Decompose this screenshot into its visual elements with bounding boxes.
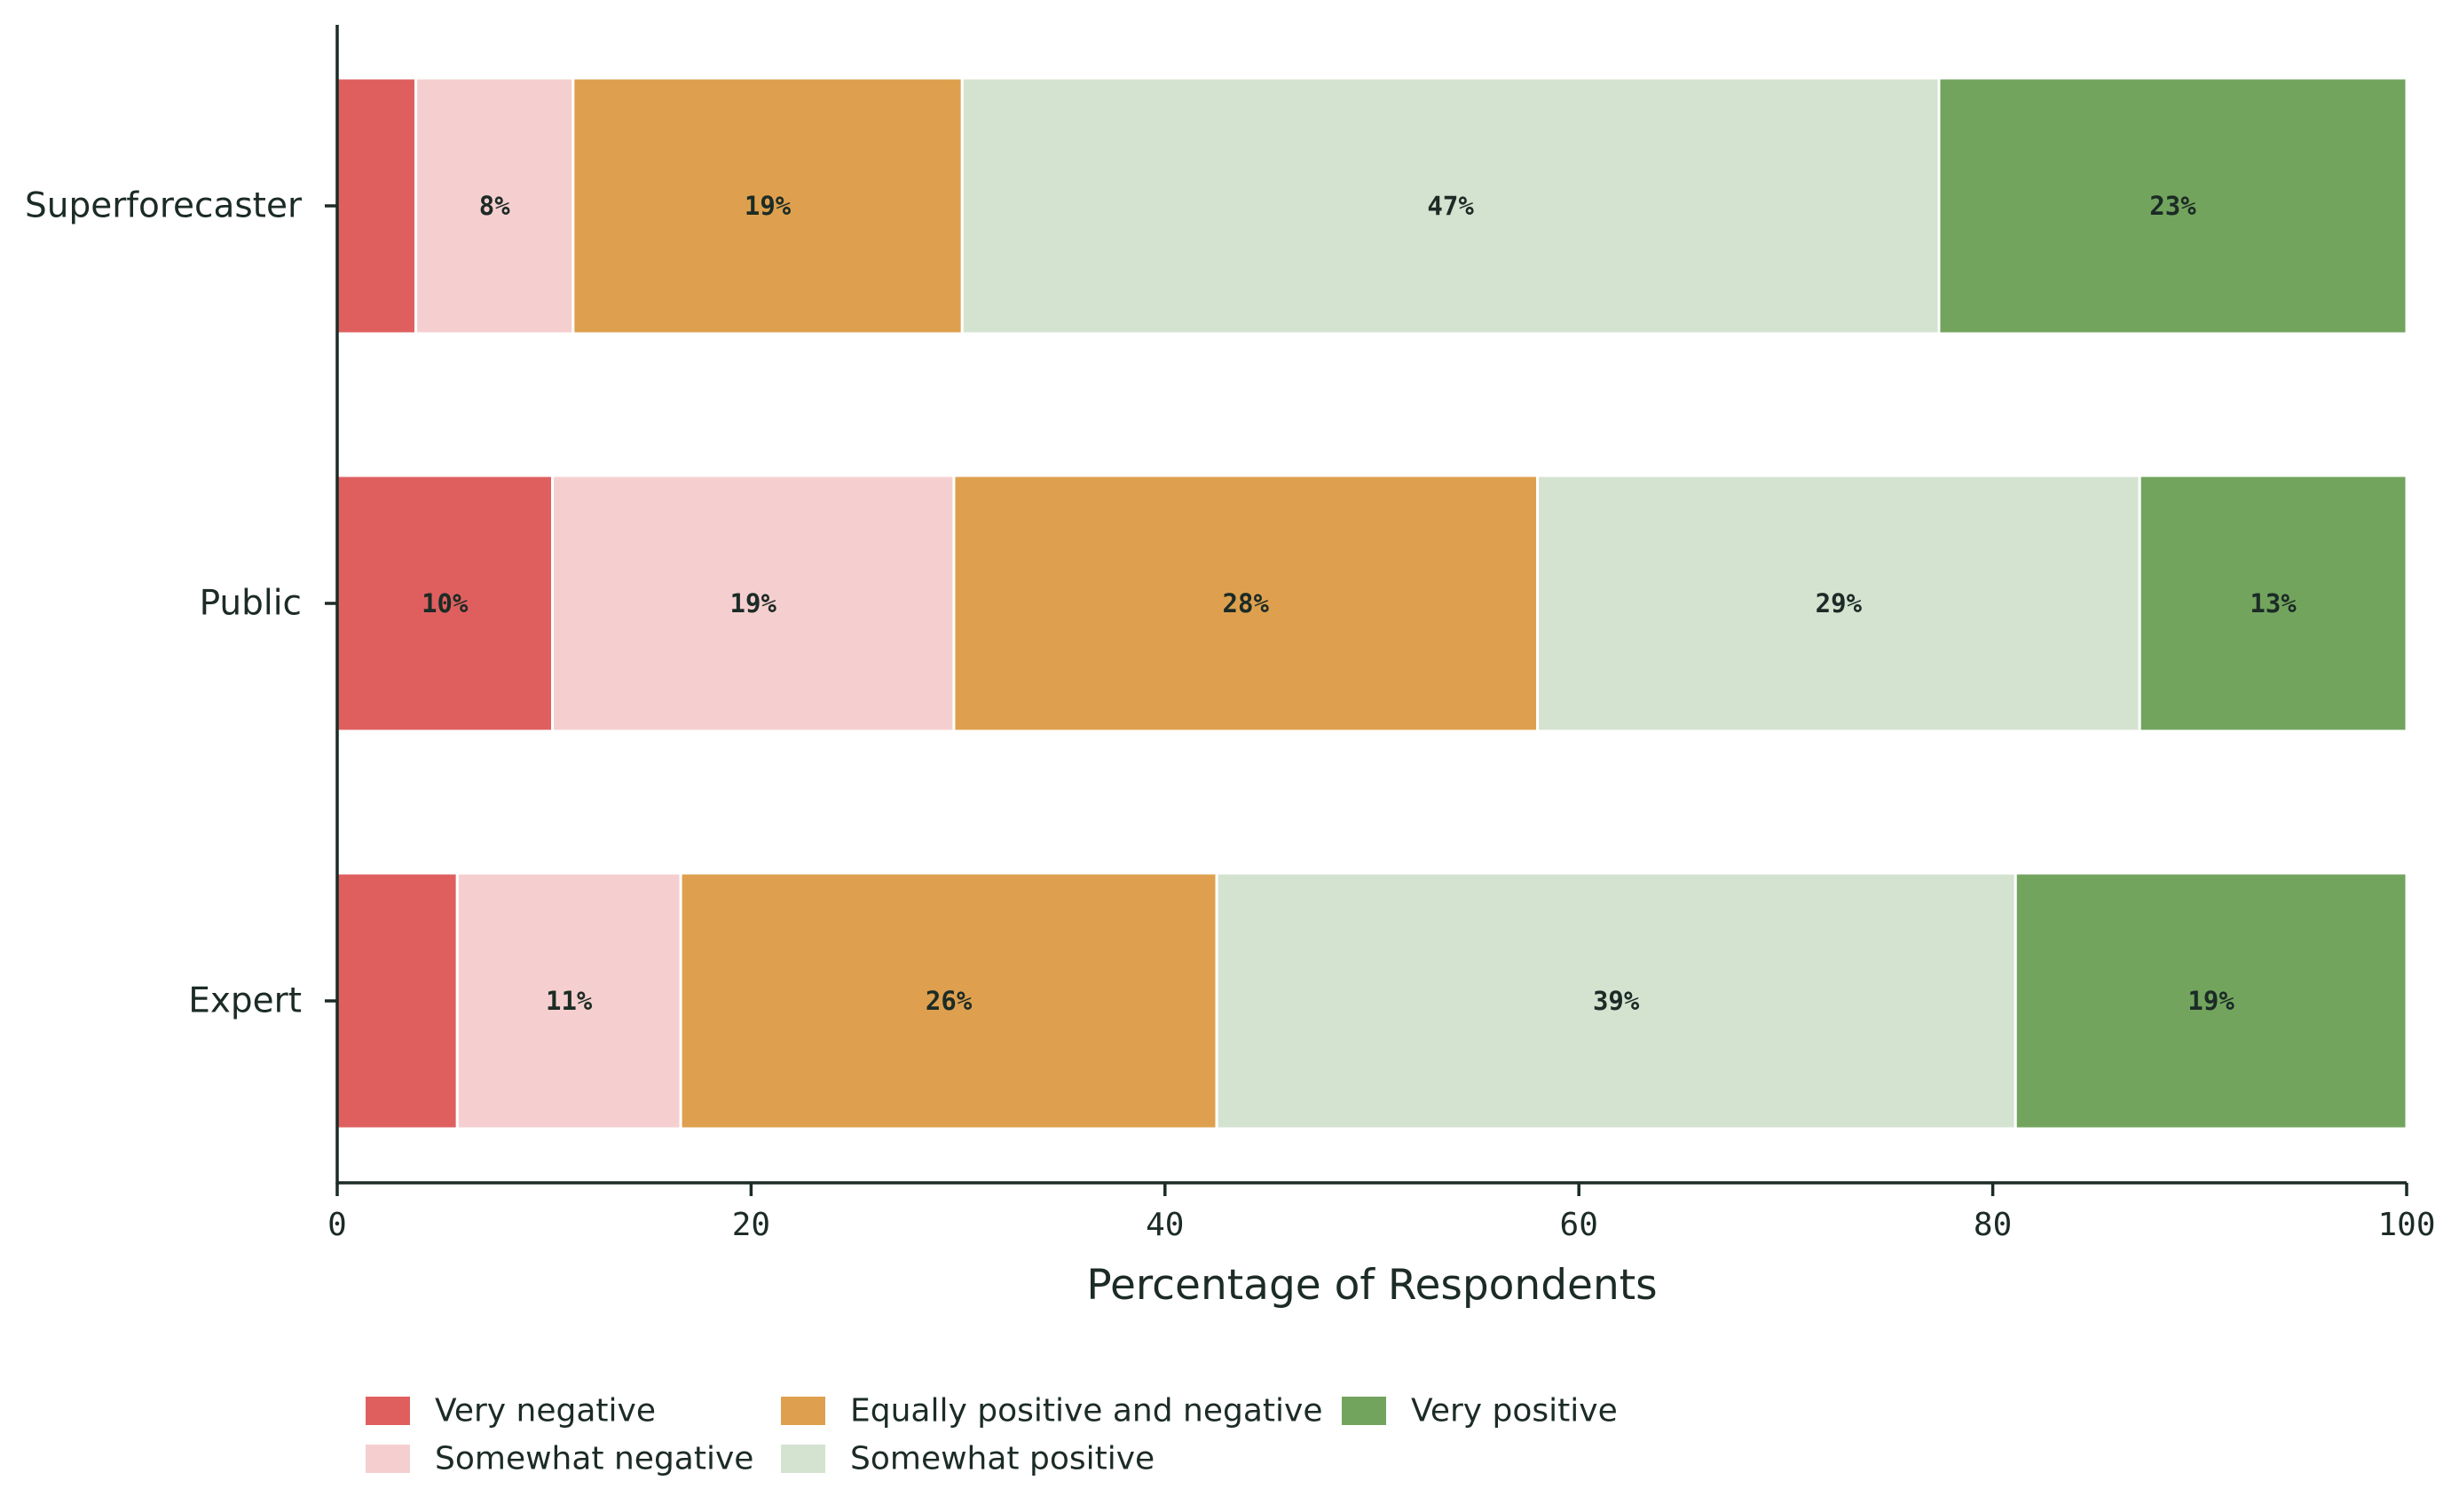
- x-tick-label-80: 80: [1974, 1207, 2012, 1243]
- x-axis-ticks: 0 20 40 60 80 100: [327, 1183, 2436, 1243]
- bar-expert-very-positive: [2014, 871, 2408, 1130]
- y-tick-label-expert: Expert: [188, 981, 302, 1021]
- y-tick-label-superforecaster: Superforecaster: [25, 186, 303, 226]
- legend-label-somewhat-positive: Somewhat positive: [850, 1441, 1155, 1477]
- bar-public-somewhat-negative: [551, 474, 956, 733]
- legend-swatch-very-negative: [366, 1397, 410, 1425]
- data-label-expert-somewhat-negative: 11%: [546, 986, 593, 1016]
- bar-public-equally-positive-and-negative: [952, 474, 1540, 733]
- data-label-superforecaster-somewhat-positive: 47%: [1427, 191, 1474, 221]
- bar-public-very-positive: [2138, 474, 2408, 733]
- x-tick-label-60: 60: [1560, 1207, 1598, 1243]
- x-tick-label-40: 40: [1146, 1207, 1184, 1243]
- bar-public-somewhat-positive: [1536, 474, 2141, 733]
- data-label-public-very-positive: 13%: [2250, 588, 2297, 618]
- legend-label-very-positive: Very positive: [1411, 1393, 1618, 1429]
- legend-swatch-equally-positive-and-negative: [781, 1397, 825, 1425]
- legend-swatch-very-positive: [1342, 1397, 1386, 1425]
- bar-superforecaster-equally-positive-and-negative: [571, 76, 964, 335]
- data-label-public-equally-positive-and-negative: 28%: [1223, 588, 1270, 618]
- legend-label-somewhat-negative: Somewhat negative: [435, 1441, 753, 1477]
- legend-label-equally-positive-and-negative: Equally positive and negative: [850, 1393, 1323, 1429]
- bar-expert-very-negative: [335, 871, 459, 1130]
- bars-layer: [335, 76, 2408, 1130]
- x-tick-label-0: 0: [327, 1207, 347, 1243]
- bar-public-very-negative: [335, 474, 555, 733]
- data-label-expert-somewhat-positive: 39%: [1593, 986, 1640, 1016]
- bar-superforecaster-very-negative: [335, 76, 418, 335]
- legend-label-very-negative: Very negative: [435, 1393, 656, 1429]
- segment-labels-layer: 8% 19% 47% 23% 10% 19% 28% 29% 13% 11% 26% 39% 19%: [422, 191, 2297, 1016]
- bar-superforecaster-very-positive: [1937, 76, 2408, 335]
- bar-superforecaster-somewhat-negative: [414, 76, 575, 335]
- x-tick-label-20: 20: [732, 1207, 770, 1243]
- data-label-expert-equally-positive-and-negative: 26%: [926, 986, 973, 1016]
- data-label-superforecaster-very-positive: 23%: [2149, 191, 2196, 221]
- x-tick-label-100: 100: [2377, 1207, 2435, 1243]
- data-label-public-somewhat-positive: 29%: [1816, 588, 1863, 618]
- y-axis-ticks: Superforecaster Public Expert: [25, 186, 337, 1021]
- legend-swatch-somewhat-negative: [366, 1445, 410, 1473]
- y-tick-label-public: Public: [200, 584, 302, 624]
- x-axis-title: Percentage of Respondents: [1086, 1261, 1657, 1310]
- data-label-public-very-negative: 10%: [422, 588, 469, 618]
- data-label-superforecaster-equally-positive-and-negative: 19%: [745, 191, 792, 221]
- bar-expert-somewhat-positive: [1215, 871, 2017, 1130]
- legend-swatch-somewhat-positive: [781, 1445, 825, 1473]
- data-label-expert-very-positive: 19%: [2187, 986, 2234, 1016]
- data-label-superforecaster-somewhat-negative: 8%: [479, 191, 510, 221]
- bar-expert-somewhat-negative: [455, 871, 682, 1130]
- legend: Very negative Somewhat negative Equally po…: [366, 1393, 1618, 1477]
- bar-superforecaster-somewhat-positive: [960, 76, 1941, 335]
- data-label-public-somewhat-negative: 19%: [730, 588, 777, 618]
